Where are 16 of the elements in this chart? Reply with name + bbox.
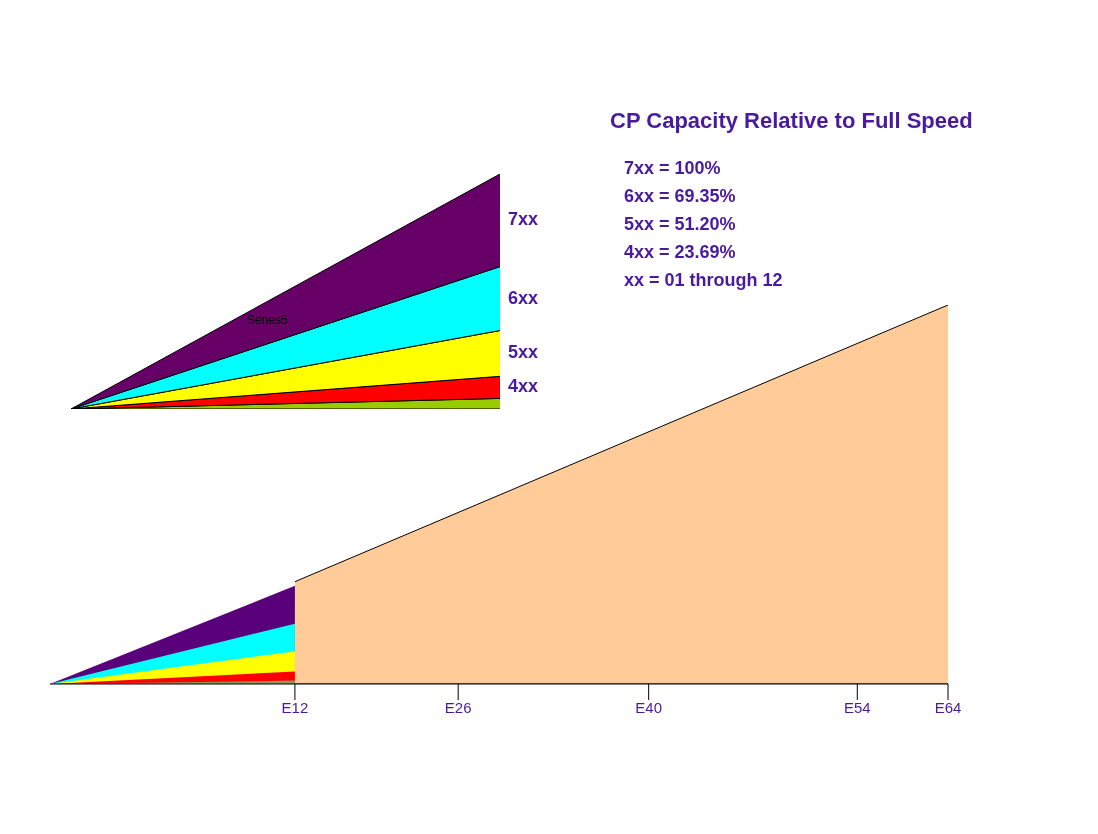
annotation: xx = 01 through 12 [624, 269, 784, 292]
x-tick-label: E64 [934, 698, 962, 716]
series-label: 6xx [508, 287, 539, 309]
x-tick-label: E26 [444, 698, 472, 716]
annotation: Series5 [246, 312, 288, 327]
x-tick-label: E40 [635, 698, 663, 716]
annotation: 5xx = 51.20% [624, 213, 737, 236]
series-label: 7xx [508, 209, 539, 231]
x-tick-label: E54 [843, 698, 871, 716]
annotation: 7xx = 100% [624, 157, 722, 180]
annotation: 4xx = 23.69% [624, 241, 737, 264]
text: CP Capacity Relative to Full Speed [610, 108, 973, 134]
series-label: 5xx [508, 342, 539, 364]
annotation: 6xx = 69.35% [624, 185, 737, 208]
series-label: 4xx [508, 376, 539, 398]
x-tick-label: E12 [281, 698, 309, 716]
